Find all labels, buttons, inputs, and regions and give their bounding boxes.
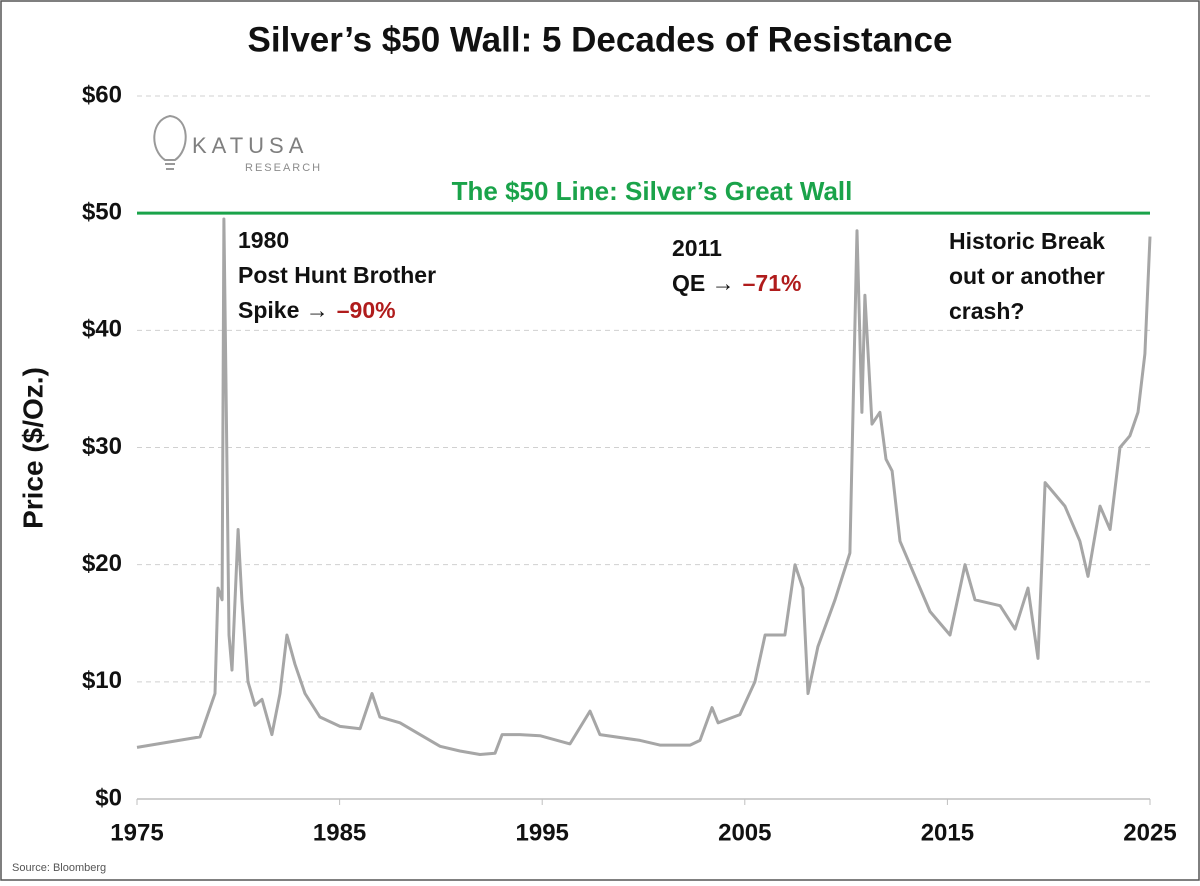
x-tick-label: 1985 [313,819,366,846]
annotation-change: –90% [337,297,396,323]
annotation-text: 2011 [672,235,722,261]
y-tick-label: $40 [82,316,122,343]
reference-label: The $50 Line: Silver’s Great Wall [452,176,853,206]
annotation-text: QE → [672,270,735,296]
logo-bulb [153,114,187,161]
x-tick-label: 2025 [1123,819,1176,846]
annotation-text: Post Hunt Brother [238,262,436,288]
logo: KATUSA RESEARCH [153,114,322,174]
y-tick-label: $0 [95,784,122,811]
annotation-text: Historic Break [949,228,1105,254]
annotation-text: 1980 [238,227,289,253]
source: Source: Bloomberg [12,862,106,874]
chart-title: Silver’s $50 Wall: 5 Decades of Resistan… [248,20,953,59]
x-tick-label: 1995 [516,819,569,846]
y-axis-label: Price ($/Oz.) [17,367,48,529]
annotation-text: crash? [949,298,1024,324]
logo-sub: RESEARCH [245,162,322,174]
annotation-change: –71% [743,270,802,296]
x-tick-label: 1975 [110,819,163,846]
y-tick-label: $20 [82,550,122,577]
x-tick-label: 2015 [921,819,974,846]
annotation-text: Spike → [238,297,329,323]
y-tick-label: $60 [82,81,122,108]
annotation-text: out or another [949,263,1105,289]
y-tick-label: $10 [82,667,122,694]
y-tick-label: $30 [82,433,122,460]
logo-name: KATUSA [192,133,308,158]
x-tick-label: 2005 [718,819,771,846]
price-line [136,217,1152,756]
y-tick-label: $50 [82,199,122,226]
